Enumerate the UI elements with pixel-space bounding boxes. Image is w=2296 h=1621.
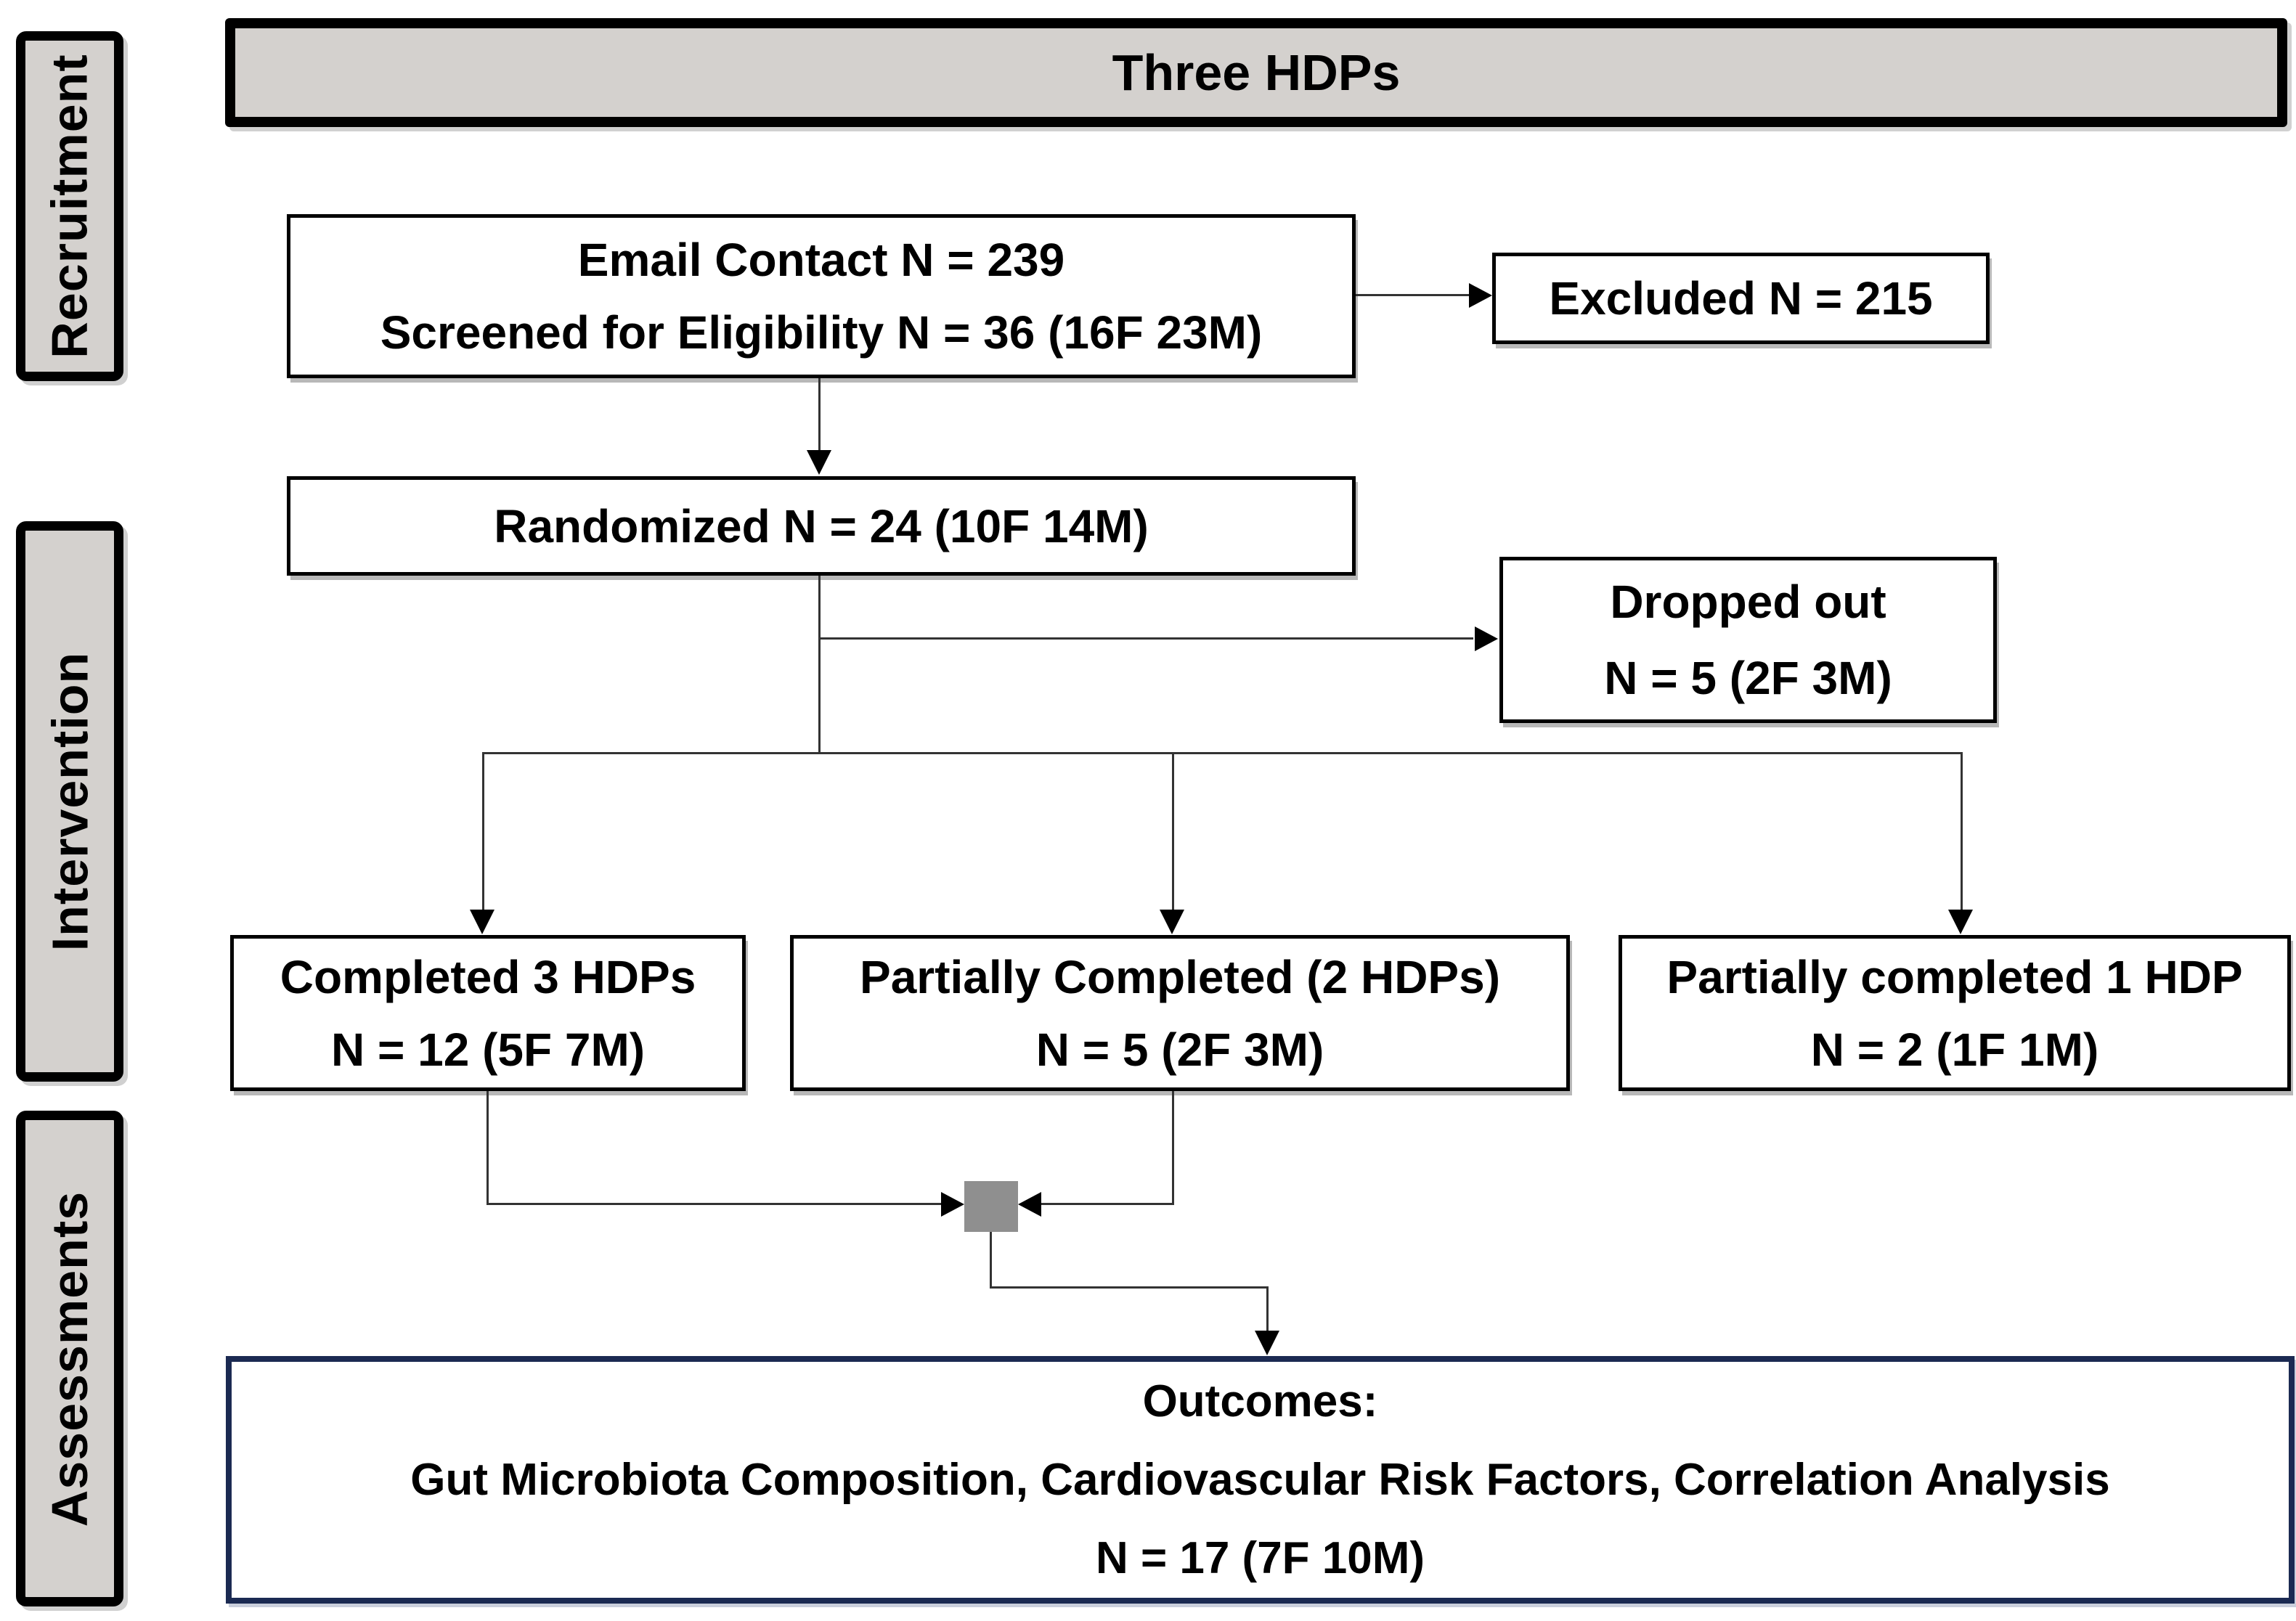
arrow-right-icon <box>1469 283 1492 308</box>
connector-completed3-down <box>487 1091 489 1205</box>
box-line: N = 2 (1F 1M) <box>1810 1023 2099 1076</box>
box-excluded: Excluded N = 215 <box>1492 253 1990 344</box>
box-outcomes: Outcomes: Gut Microbiota Composition, Ca… <box>226 1356 2295 1604</box>
box-line: Partially completed 1 HDP <box>1666 950 2243 1003</box>
box-line: Excluded N = 215 <box>1549 272 1933 324</box>
connector-distribution-bar <box>482 752 1963 754</box>
box-partially-completed-1-hdp: Partially completed 1 HDP N = 2 (1F 1M) <box>1619 935 2291 1091</box>
connector-partial2-to-merge <box>1041 1203 1174 1205</box>
box-randomized: Randomized N = 24 (10F 14M) <box>287 476 1356 576</box>
sidebar-tab-assessments: Assessments <box>16 1111 123 1606</box>
sidebar-tab-label: Intervention <box>41 651 98 952</box>
connector-to-dropped-out <box>818 637 1473 640</box>
connector-drop-left <box>482 752 484 910</box>
connector-drop-middle <box>1172 752 1174 910</box>
arrow-down-icon <box>807 450 831 475</box>
sidebar-tab-label: Assessments <box>41 1191 99 1527</box>
page-title: Three HDPs <box>1112 44 1401 101</box>
box-line: Email Contact N = 239 <box>577 234 1065 286</box>
box-line: Dropped out <box>1610 575 1886 628</box>
box-line: N = 12 (5F 7M) <box>330 1023 646 1076</box>
box-line: Partially Completed (2 HDPs) <box>860 950 1500 1003</box>
box-line: N = 5 (2F 3M) <box>1604 651 1892 704</box>
box-partially-completed-2-hdps: Partially Completed (2 HDPs) N = 5 (2F 3… <box>790 935 1570 1091</box>
sidebar-tab-recruitment: Recruitment <box>16 31 123 381</box>
box-line: Randomized N = 24 (10F 14M) <box>494 499 1149 552</box>
box-completed-3-hdps: Completed 3 HDPs N = 12 (5F 7M) <box>230 935 746 1091</box>
connector-completed3-to-merge <box>487 1203 943 1205</box>
sidebar-tab-intervention: Intervention <box>16 521 123 1082</box>
box-line: Screened for Eligibility N = 36 (16F 23M… <box>380 306 1263 359</box>
connector-drop-right <box>1961 752 1963 910</box>
arrow-down-icon <box>1948 910 1973 934</box>
connector-to-outcomes <box>1266 1286 1269 1331</box>
arrow-down-icon <box>1160 910 1184 934</box>
arrow-left-icon <box>1018 1192 1041 1217</box>
box-line: N = 5 (2F 3M) <box>1035 1023 1324 1076</box>
arrow-down-icon <box>1255 1331 1279 1355</box>
connector-partial2-down <box>1172 1091 1174 1205</box>
arrow-down-icon <box>470 910 494 934</box>
box-line: Outcomes: <box>1142 1376 1378 1426</box>
arrow-right-icon <box>941 1192 964 1217</box>
box-dropped-out: Dropped out N = 5 (2F 3M) <box>1499 557 1997 723</box>
sidebar-tab-label: Recruitment <box>41 54 99 359</box>
connector-randomized-stem <box>818 576 821 754</box>
arrow-right-icon <box>1475 626 1498 651</box>
connector-email-to-randomized <box>818 378 821 452</box>
header-box: Three HDPs <box>225 18 2287 127</box>
connector-email-to-excluded <box>1356 294 1470 296</box>
merge-node-square <box>964 1181 1018 1232</box>
box-line: Completed 3 HDPs <box>280 950 696 1003</box>
box-email-contact: Email Contact N = 239 Screened for Eligi… <box>287 214 1356 378</box>
connector-merge-down <box>990 1232 992 1289</box>
box-line: N = 17 (7F 10M) <box>1095 1532 1425 1583</box>
box-line: Gut Microbiota Composition, Cardiovascul… <box>410 1454 2110 1505</box>
connector-merge-jog <box>990 1286 1269 1289</box>
